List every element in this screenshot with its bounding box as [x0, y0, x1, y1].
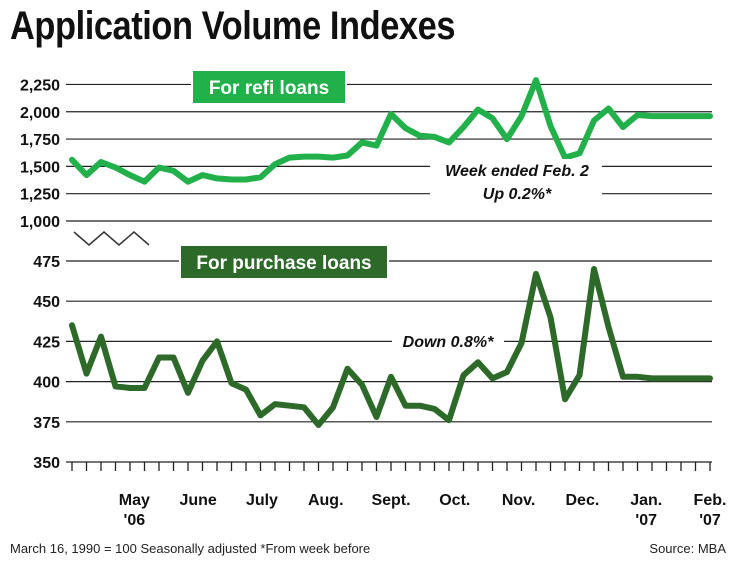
x-tick-label: July: [246, 492, 278, 509]
axis-break-zigzag: [73, 231, 150, 246]
x-tick-label: Nov.: [502, 492, 535, 509]
x-tick-label: Aug.: [308, 492, 344, 509]
refi-panel: 1,000 1,250 1,500 1,750 2,000 2,250 For refi l…: [20, 69, 713, 231]
refi-pill: [191, 69, 347, 105]
x-tick-label: Oct.: [439, 492, 470, 509]
purchase-panel: 350 375 400 425 450 475 For purchase loans Down…: [33, 244, 713, 472]
refi-annotation-line1: Week ended Feb. 2: [445, 163, 589, 180]
purchase-ytick-label: 425: [33, 334, 60, 351]
x-tick-label-year: '07: [635, 512, 657, 529]
x-tick-label-year: '07: [699, 512, 721, 529]
purchase-ytick-label: 475: [33, 254, 60, 271]
refi-annotation-bg: [430, 159, 602, 207]
purchase-annotation: Down 0.8%*: [403, 334, 494, 351]
refi-ytick-label: 1,000: [20, 214, 60, 231]
x-tick-label-year: '06: [124, 512, 146, 529]
x-tick-label: Dec.: [566, 492, 600, 509]
x-tick-label: June: [179, 492, 216, 509]
x-tick-label: Sept.: [371, 492, 410, 509]
refi-annotation-line2: Up 0.2%*: [483, 186, 552, 203]
source-note: Source: MBA: [649, 541, 726, 556]
chart-title: Application Volume Indexes: [10, 4, 456, 48]
purchase-title: For purchase loans: [196, 253, 371, 274]
refi-ytick-label: 2,250: [20, 77, 60, 94]
footer-note: March 16, 1990 = 100 Seasonally adjusted…: [10, 541, 371, 556]
purchase-pill: [179, 244, 389, 280]
x-tick-label: May: [119, 492, 150, 509]
purchase-ytick-label: 350: [33, 455, 60, 472]
refi-ytick-label: 1,250: [20, 187, 60, 204]
refi-ytick-label: 1,500: [20, 159, 60, 176]
x-tick-label: Jan.: [630, 492, 662, 509]
purchase-ytick-label: 400: [33, 375, 60, 392]
x-axis: May '06 June July Aug. Sept. Oct. Nov. Dec. Jan. '…: [71, 462, 727, 529]
purchase-series-line: [69, 266, 713, 428]
refi-ytick-label: 2,000: [20, 105, 60, 122]
refi-ytick-label: 1,750: [20, 132, 60, 149]
x-tick-label: Feb.: [694, 492, 727, 509]
purchase-ytick-label: 375: [33, 415, 60, 432]
purchase-annotation-bg: [392, 328, 504, 352]
axis-break-icon: [73, 231, 150, 246]
purchase-ytick-label: 450: [33, 294, 60, 311]
refi-title: For refi loans: [209, 78, 329, 99]
